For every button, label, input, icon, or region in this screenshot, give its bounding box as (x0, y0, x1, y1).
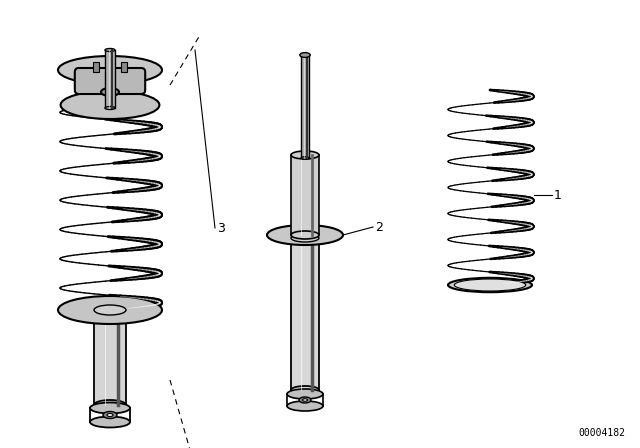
Ellipse shape (101, 88, 119, 96)
Text: 2: 2 (375, 220, 383, 233)
Ellipse shape (61, 91, 159, 119)
Ellipse shape (448, 278, 532, 292)
Ellipse shape (301, 54, 309, 56)
Ellipse shape (94, 400, 126, 410)
Ellipse shape (107, 414, 113, 417)
Ellipse shape (287, 389, 323, 399)
FancyBboxPatch shape (75, 68, 145, 94)
Ellipse shape (105, 107, 115, 109)
Bar (291, 240, 319, 390)
Ellipse shape (94, 305, 126, 315)
Ellipse shape (303, 399, 307, 401)
Ellipse shape (90, 417, 130, 427)
Ellipse shape (94, 310, 126, 320)
Ellipse shape (291, 386, 319, 394)
Bar (105, 50, 115, 108)
Ellipse shape (291, 234, 319, 242)
Bar (301, 55, 309, 158)
Ellipse shape (454, 279, 525, 291)
Ellipse shape (291, 151, 319, 159)
Bar (291, 155, 319, 235)
Ellipse shape (300, 52, 310, 57)
Ellipse shape (267, 225, 343, 245)
Ellipse shape (299, 397, 311, 403)
Text: 1: 1 (554, 189, 562, 202)
Ellipse shape (291, 231, 319, 239)
Bar (93, 62, 99, 72)
Text: 3: 3 (217, 221, 225, 234)
Ellipse shape (105, 48, 115, 52)
Ellipse shape (58, 56, 162, 84)
Bar (94, 315, 126, 405)
Ellipse shape (58, 296, 162, 324)
Ellipse shape (103, 412, 117, 418)
Ellipse shape (90, 402, 130, 414)
Ellipse shape (291, 236, 319, 244)
Bar (121, 62, 127, 72)
Ellipse shape (301, 157, 309, 159)
Text: 00004182: 00004182 (578, 428, 625, 438)
Ellipse shape (287, 401, 323, 411)
